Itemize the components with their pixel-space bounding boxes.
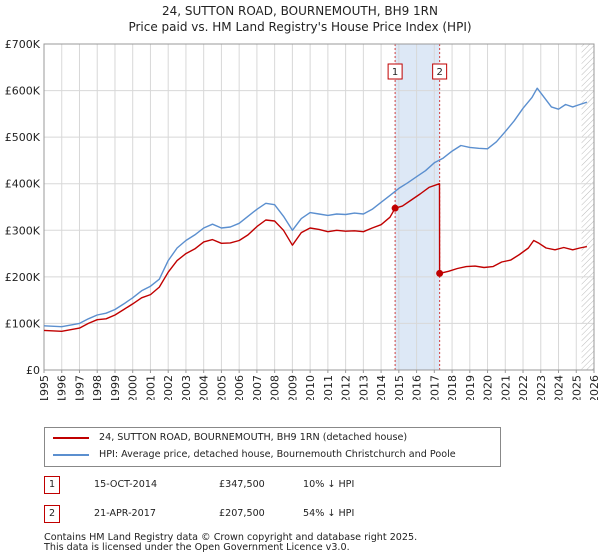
x-tick-label: 2004 (198, 375, 211, 400)
x-tick-label: 2017 (428, 375, 441, 400)
x-tick-label: 2014 (375, 375, 388, 400)
x-tick-label: 2024 (553, 375, 566, 400)
annotation-price: £207,500 (219, 508, 265, 519)
x-tick-label: 1997 (73, 375, 86, 400)
x-tick-label: 2023 (535, 375, 548, 400)
x-tick-label: 2005 (215, 375, 228, 400)
sale-period-shade (395, 44, 440, 370)
annotation-date: 15-OCT-2014 (94, 479, 158, 490)
chart-title-line2: Price paid vs. HM Land Registry's House … (128, 20, 472, 34)
annotation-hpi-diff: 10% ↓ HPI (303, 479, 355, 490)
x-tick-label: 2009 (286, 375, 299, 400)
x-tick-label: 2013 (357, 375, 370, 400)
annotation-hpi-diff: 54% ↓ HPI (303, 508, 355, 519)
x-tick-label: 2007 (251, 375, 264, 400)
x-tick-label: 2025 (570, 375, 583, 400)
x-tick-label: 2020 (482, 375, 495, 400)
x-tick-label: 1999 (109, 375, 122, 400)
x-tick-label: 2008 (269, 375, 282, 400)
x-tick-label: 2022 (517, 375, 530, 400)
annotation-date: 21-APR-2017 (94, 508, 156, 519)
hpi-line (43, 87, 588, 328)
legend-label-hpi: HPI: Average price, detached house, Bour… (99, 449, 456, 460)
y-tick-label: £300K (5, 224, 41, 237)
x-tick-label: 1996 (56, 375, 69, 400)
property-price-line (43, 183, 588, 332)
sale-label-number: 1 (392, 67, 398, 78)
x-tick-label: 2019 (464, 375, 477, 400)
x-tick-label: 2012 (340, 375, 353, 400)
y-tick-label: £600K (5, 85, 41, 98)
x-tick-label: 2016 (411, 375, 424, 400)
x-tick-label: 2021 (499, 375, 512, 400)
price-chart: £0 £100K £200K £300K £400K £500K £600K £700K 199… (5, 38, 600, 400)
legend-label-property: 24, SUTTON ROAD, BOURNEMOUTH, BH9 1RN (d… (99, 432, 408, 443)
x-tick-label: 2001 (144, 375, 157, 400)
x-tick-label: 2018 (446, 375, 459, 400)
x-tick-label: 2002 (162, 375, 175, 400)
x-tick-label: 2000 (127, 375, 140, 400)
y-tick-label: £200K (5, 271, 41, 284)
x-tick-label: 2003 (180, 375, 193, 400)
chart-title-line1: 24, SUTTON ROAD, BOURNEMOUTH, BH9 1RN (162, 4, 438, 18)
footer-copyright: Contains HM Land Registry data © Crown c… (44, 532, 418, 543)
annotation-number-badge: 1 (44, 476, 60, 494)
x-tick-label: 2010 (304, 375, 317, 400)
sale-label-box (432, 63, 448, 80)
x-tick-label: 2015 (393, 375, 406, 400)
x-tick-label: 1995 (38, 375, 51, 400)
annotation-price: £347,500 (219, 479, 265, 490)
x-tick-label: 2006 (233, 375, 246, 400)
plot-area (44, 44, 594, 370)
footer-license: This data is licensed under the Open Gov… (44, 542, 350, 553)
legend-swatch-property (53, 437, 89, 439)
y-tick-label: £0 (26, 364, 40, 377)
y-tick-label: £400K (5, 178, 41, 191)
annotation-number-badge: 2 (44, 505, 60, 523)
chart-legend: 24, SUTTON ROAD, BOURNEMOUTH, BH9 1RN (d… (44, 427, 501, 467)
sale-point-marker (436, 269, 444, 277)
x-tick-label: 2026 (588, 375, 600, 400)
sale-point-marker (391, 204, 399, 212)
sale-label-box (387, 63, 403, 80)
legend-swatch-hpi (53, 454, 89, 456)
y-tick-label: £500K (5, 131, 41, 144)
y-tick-label: £100K (5, 317, 41, 330)
sale-label-number: 2 (436, 67, 442, 78)
x-tick-label: 1998 (91, 375, 104, 400)
forecast-hatch-region (581, 44, 594, 370)
y-tick-label: £700K (5, 38, 41, 51)
plot-frame (43, 43, 595, 371)
x-tick-label: 2011 (322, 375, 335, 400)
